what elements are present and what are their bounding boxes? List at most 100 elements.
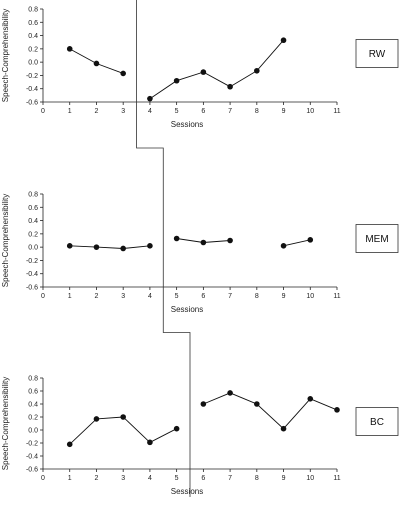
panel-3-x-axis-title: Sessions [171,487,203,496]
panel-3-x-tick-label: 4 [148,475,152,482]
panel-2-x-tick-label: 11 [333,293,340,300]
panel-1-y-axis-title: Speech-Comprehensibility [1,9,10,102]
panel-1-x-tick-label: 5 [175,108,179,115]
panel-1-x-tick-label: 6 [201,108,205,115]
panel-1-data-point [147,95,153,102]
panel-1-data-point [173,77,180,84]
panel-3-x-tick-label: 7 [228,475,232,482]
panel-3-x-tick-label: 10 [306,475,314,482]
panel-1-y-tick-label: 0.0 [28,60,38,67]
phase-change-line [136,0,191,497]
panel-3-data-point [120,414,126,420]
panel-3-x-tick-label: 1 [68,475,72,482]
panel-1-data-point [254,67,260,74]
panel-2-data-point [147,243,153,249]
panel-1-data-point [93,60,100,67]
panel-3-x-tick-label: 6 [201,475,205,482]
panel-2-data-point [173,235,180,242]
panel-1-data-point [280,37,287,44]
panel-2-x-tick-label: 7 [228,293,232,300]
panel-2-y-tick-label: 0.4 [28,218,38,225]
panel-1-x-tick-label: 8 [255,108,259,115]
panel-3-data-point [66,441,73,448]
panel-3-data-point [334,407,340,413]
panel-3-y-tick-label: -0.4 [26,454,38,461]
panel-2-x-tick-label: 2 [95,293,99,300]
panel-3-data-point [254,401,260,407]
panel-3-y-tick-label: 0.0 [28,428,38,435]
panel-2-y-tick-label: -0.2 [26,258,38,265]
panel-3-y-tick-label: 0.4 [28,402,38,409]
panel-3-x-tick-label: 3 [121,475,125,482]
panel-2-x-tick-label: 8 [255,293,259,300]
panel-3-y-tick-label: 0.8 [28,376,38,383]
panel-1-y-tick-label: -0.4 [26,86,38,93]
panel-1-x-tick-label: 7 [228,108,232,115]
panel-2-data-point [280,243,287,249]
panel-1-data-point [120,70,126,77]
panel-3-y-tick-label: -0.2 [26,441,38,448]
panel-1-x-tick-label: 1 [68,108,72,115]
panel-1-data-point [227,83,233,90]
panel-1-x-tick-label: 9 [282,108,286,115]
panel-1-label-box [355,39,399,68]
panel-1-x-axis-title: Sessions [171,120,203,129]
panel-2-series-line-1 [69,245,150,249]
panel-2-data-point [307,237,314,243]
panel-3-x-tick-label: 0 [41,475,45,482]
panel-3-x-tick-label: 5 [175,475,179,482]
panel-2-x-tick-label: 4 [148,293,152,300]
panel-1-x-tick-label: 3 [121,108,125,115]
panel-3-label-box [355,407,399,436]
panel-1-series-line-2 [149,39,284,100]
panel-3-data-point [200,401,207,407]
panel-2-y-tick-label: 0.8 [28,192,38,199]
panel-2-y-tick-label: 0.2 [28,231,38,238]
panel-1-data-point [66,46,73,52]
panel-3-label: BC [370,417,384,428]
panel-2-series-line-3 [283,239,311,247]
panel-2-label: MEM [365,234,388,245]
panel-2-x-tick-label: 0 [41,293,45,300]
panel-1-y-tick-label: -0.6 [26,100,38,107]
panel-2-x-tick-label: 3 [121,293,125,300]
panel-1-y-tick-label: 0.6 [28,20,38,27]
panel-1-label: RW [369,49,386,60]
panel-2-x-tick-label: 6 [201,293,205,300]
panel-3-data-point [173,425,180,432]
panel-2-x-axis-title: Sessions [171,305,203,314]
panel-1-data-point [200,69,207,75]
panel-2-data-point [227,237,233,244]
panel-2-data-point [200,239,207,246]
panel-3-data-point [93,416,100,422]
panel-3-x-tick-label: 2 [95,475,99,482]
panel-3-y-tick-label: -0.6 [26,467,38,474]
panel-2-y-tick-label: 0.0 [28,245,38,252]
panel-3-data-point [307,396,314,402]
panel-3-data-point [280,425,287,432]
panel-3-y-tick-label: 0.2 [28,415,38,422]
panel-3-y-tick-label: 0.6 [28,389,38,396]
panel-2-y-axis-title: Speech-Comprehensibility [1,194,10,287]
panel-2-data-point [120,245,126,252]
panel-1-y-tick-label: -0.2 [26,73,38,80]
panel-3-x-tick-label: 8 [255,475,259,482]
panel-1-x-tick-label: 2 [95,108,99,115]
panel-2-x-tick-label: 1 [68,293,72,300]
panel-1-y-tick-label: 0.2 [28,46,38,53]
panel-3-series-line-2 [203,392,338,430]
panel-2-x-tick-label: 10 [306,293,314,300]
panel-1-y-tick-label: 0.4 [28,33,38,40]
panel-2-label-box [355,224,399,253]
panel-2-data-point [93,244,100,250]
panel-1-x-tick-label: 11 [333,108,340,115]
panel-3-x-tick-label: 11 [333,475,340,482]
panel-2-x-tick-label: 5 [175,293,179,300]
panel-2-y-tick-label: -0.6 [26,285,38,292]
panel-3-data-point [227,390,233,396]
panel-1-y-tick-label: 0.8 [28,7,38,14]
panel-3-series-line-1 [69,416,177,445]
panel-3-x-tick-label: 9 [282,475,286,482]
panel-3-y-axis-title: Speech-Comprehensibility [1,377,10,470]
